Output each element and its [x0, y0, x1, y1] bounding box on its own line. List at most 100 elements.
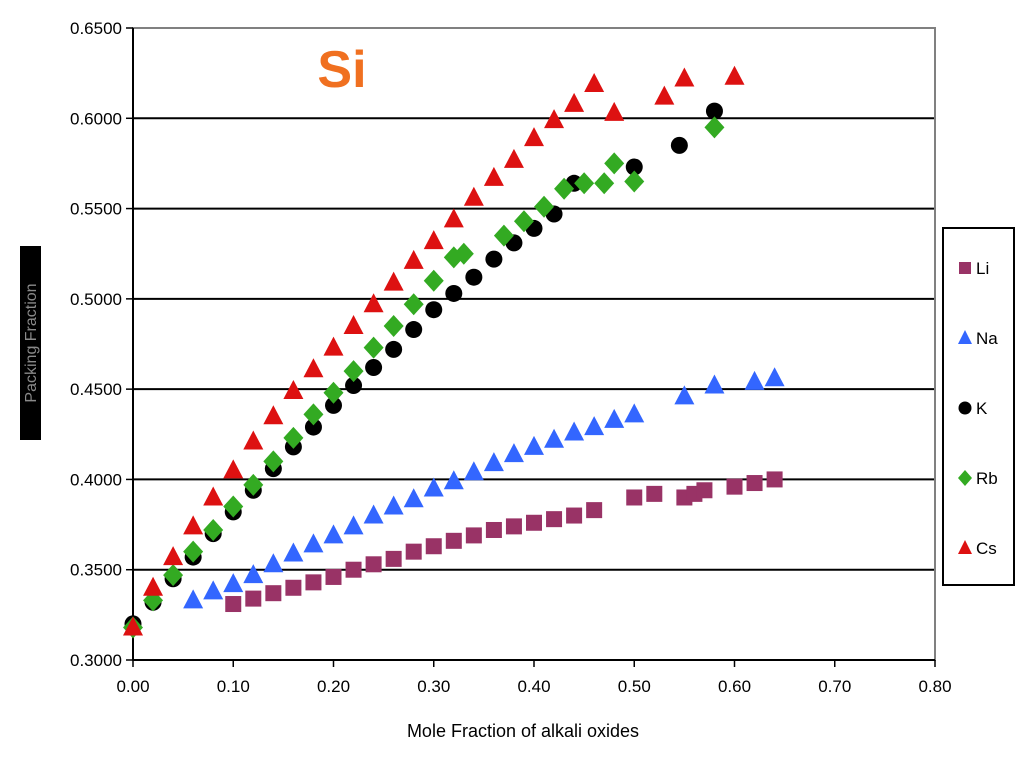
data-point-cs: [544, 109, 565, 129]
data-point-li: [345, 561, 362, 578]
legend-box: [942, 227, 1015, 586]
data-point-rb: [223, 495, 244, 518]
y-tick-label: 0.6500: [70, 19, 122, 38]
legend-label-li: Li: [976, 259, 989, 278]
data-point-cs: [463, 186, 484, 206]
x-tick-label: 0.60: [718, 677, 751, 696]
data-point-cs: [724, 65, 745, 85]
data-point-na: [323, 524, 344, 544]
data-point-cs: [183, 515, 204, 535]
x-tick-label: 0.30: [417, 677, 450, 696]
data-point-rb: [343, 360, 364, 383]
data-point-cs: [303, 358, 324, 378]
x-tick-label: 0.70: [818, 677, 851, 696]
data-point-li: [385, 550, 402, 567]
data-point-li: [766, 471, 783, 488]
data-point-na: [183, 589, 204, 609]
data-point-na: [263, 553, 284, 573]
data-point-na: [283, 542, 304, 562]
data-point-k: [445, 284, 463, 302]
y-tick-label: 0.5500: [70, 200, 122, 219]
data-point-na: [584, 416, 605, 436]
y-tick-label: 0.4500: [70, 380, 122, 399]
data-point-na: [443, 470, 464, 490]
x-tick-label: 0.50: [618, 677, 651, 696]
legend-marker-rb: [958, 470, 972, 486]
legend-item-rb: Rb: [958, 469, 998, 488]
data-point-li: [546, 511, 563, 528]
y-tick-label: 0.5000: [70, 290, 122, 309]
grid-layer: [133, 117, 935, 571]
data-point-k: [365, 358, 383, 376]
y-tick-label: 0.3500: [70, 561, 122, 580]
data-point-cs: [343, 314, 364, 334]
legend-marker-na: [958, 330, 972, 344]
data-point-li: [285, 579, 302, 596]
legend-label-cs: Cs: [976, 539, 997, 558]
data-point-k: [485, 250, 503, 268]
legend-marker-k: [958, 401, 972, 415]
data-point-cs: [584, 72, 605, 92]
data-point-cs: [163, 546, 184, 566]
data-point-k: [670, 136, 688, 154]
data-point-li: [305, 574, 322, 591]
data-point-li: [586, 502, 603, 519]
data-point-rb: [203, 518, 224, 541]
data-point-k: [385, 340, 403, 358]
data-point-rb: [574, 172, 595, 195]
data-point-rb: [383, 314, 404, 337]
data-point-li: [425, 538, 442, 555]
data-point-cs: [263, 405, 284, 425]
data-point-rb: [704, 116, 725, 139]
data-point-cs: [243, 430, 264, 450]
data-point-li: [365, 556, 382, 573]
data-point-rb: [594, 172, 615, 195]
data-point-k: [325, 396, 342, 414]
data-point-k: [625, 158, 643, 176]
data-point-rb: [423, 269, 444, 292]
data-point-rb: [323, 381, 344, 404]
data-point-li: [265, 585, 282, 602]
data-point-rb: [283, 426, 304, 449]
series-rb: [123, 116, 725, 639]
data-point-na: [624, 403, 645, 423]
legend-label-k: K: [976, 399, 988, 418]
data-point-rb: [243, 473, 264, 496]
data-point-cs: [503, 148, 524, 168]
data-point-cs: [654, 85, 675, 105]
data-point-cs: [423, 230, 444, 250]
data-point-na: [764, 367, 785, 387]
data-point-li: [245, 590, 262, 607]
data-point-cs: [283, 379, 304, 399]
data-point-na: [223, 573, 244, 593]
data-point-cs: [123, 616, 143, 636]
data-point-na: [423, 477, 444, 497]
data-point-rb: [554, 177, 575, 200]
data-point-rb: [263, 450, 284, 473]
data-point-na: [343, 515, 364, 535]
data-point-na: [544, 428, 565, 448]
data-point-na: [674, 385, 695, 405]
data-point-na: [403, 488, 424, 508]
series-cs: [123, 65, 745, 636]
data-points-layer: [123, 65, 785, 639]
data-point-na: [564, 421, 585, 441]
y-tick-label: 0.3000: [70, 651, 122, 670]
y-axis-label: Packing Fraction: [23, 283, 40, 402]
data-point-rb: [604, 152, 625, 175]
data-point-na: [463, 461, 484, 481]
data-point-li: [566, 507, 583, 524]
x-tick-label: 0.10: [217, 677, 250, 696]
data-point-na: [503, 443, 524, 463]
series-na: [183, 367, 785, 609]
y-axis-label-group: Packing Fraction: [20, 246, 41, 440]
data-point-cs: [443, 208, 464, 228]
legend-marker-li: [959, 262, 971, 274]
data-point-k: [425, 301, 443, 319]
data-point-li: [626, 489, 643, 506]
data-point-na: [744, 370, 765, 390]
data-point-cs: [524, 127, 544, 147]
data-point-na: [604, 408, 625, 428]
